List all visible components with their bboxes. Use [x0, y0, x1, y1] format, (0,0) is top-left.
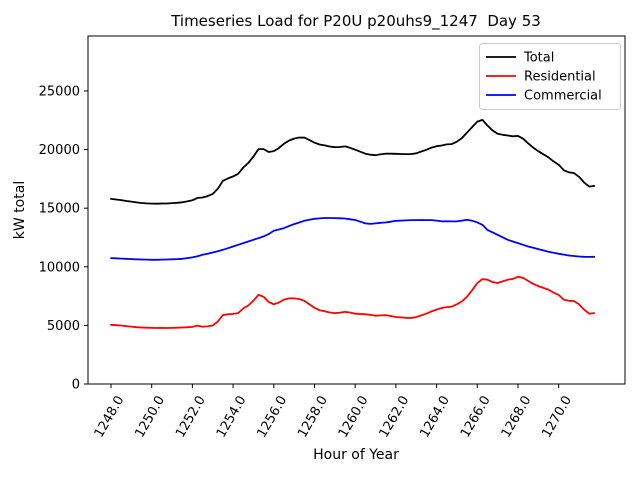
x-tick-label: 1258.0 — [295, 394, 331, 441]
x-tick-label: 1248.0 — [92, 394, 128, 441]
series-line-residential — [110, 275, 596, 329]
y-tick-label: 5000 — [47, 319, 80, 334]
x-tick-label: 1256.0 — [255, 394, 291, 441]
legend: Total Residential Commercial — [479, 43, 621, 110]
legend-label-total: Total — [523, 51, 554, 66]
x-tick-label: 1254.0 — [214, 394, 250, 441]
plot-border — [87, 35, 626, 385]
legend-box — [479, 43, 621, 110]
y-tick-label: 20000 — [39, 143, 80, 158]
legend-label-residential: Residential — [524, 70, 596, 85]
x-tick-label: 1262.0 — [377, 394, 413, 441]
y-tick-label: 15000 — [39, 202, 80, 217]
x-tick-label: 1268.0 — [499, 394, 535, 441]
x-tick-label: 1266.0 — [458, 394, 494, 441]
chart-title: Timeseries Load for P20U p20uhs9_1247 Da… — [170, 12, 541, 31]
y-tick-label: 0 — [72, 378, 80, 393]
x-tick-label: 1260.0 — [336, 394, 372, 441]
x-axis-label: Hour of Year — [313, 447, 399, 463]
legend-label-commercial: Commercial — [524, 89, 602, 104]
y-tick-label: 10000 — [39, 260, 80, 275]
x-tick-label: 1270.0 — [539, 394, 575, 441]
x-tick-label: 1264.0 — [417, 394, 453, 441]
series-line-commercial — [110, 217, 596, 261]
x-tick-label: 1252.0 — [173, 394, 209, 441]
x-tick-label: 1250.0 — [132, 394, 168, 441]
series-line-total — [110, 119, 596, 205]
y-tick-label: 25000 — [39, 84, 80, 99]
y-axis-label: kW total — [12, 181, 28, 239]
